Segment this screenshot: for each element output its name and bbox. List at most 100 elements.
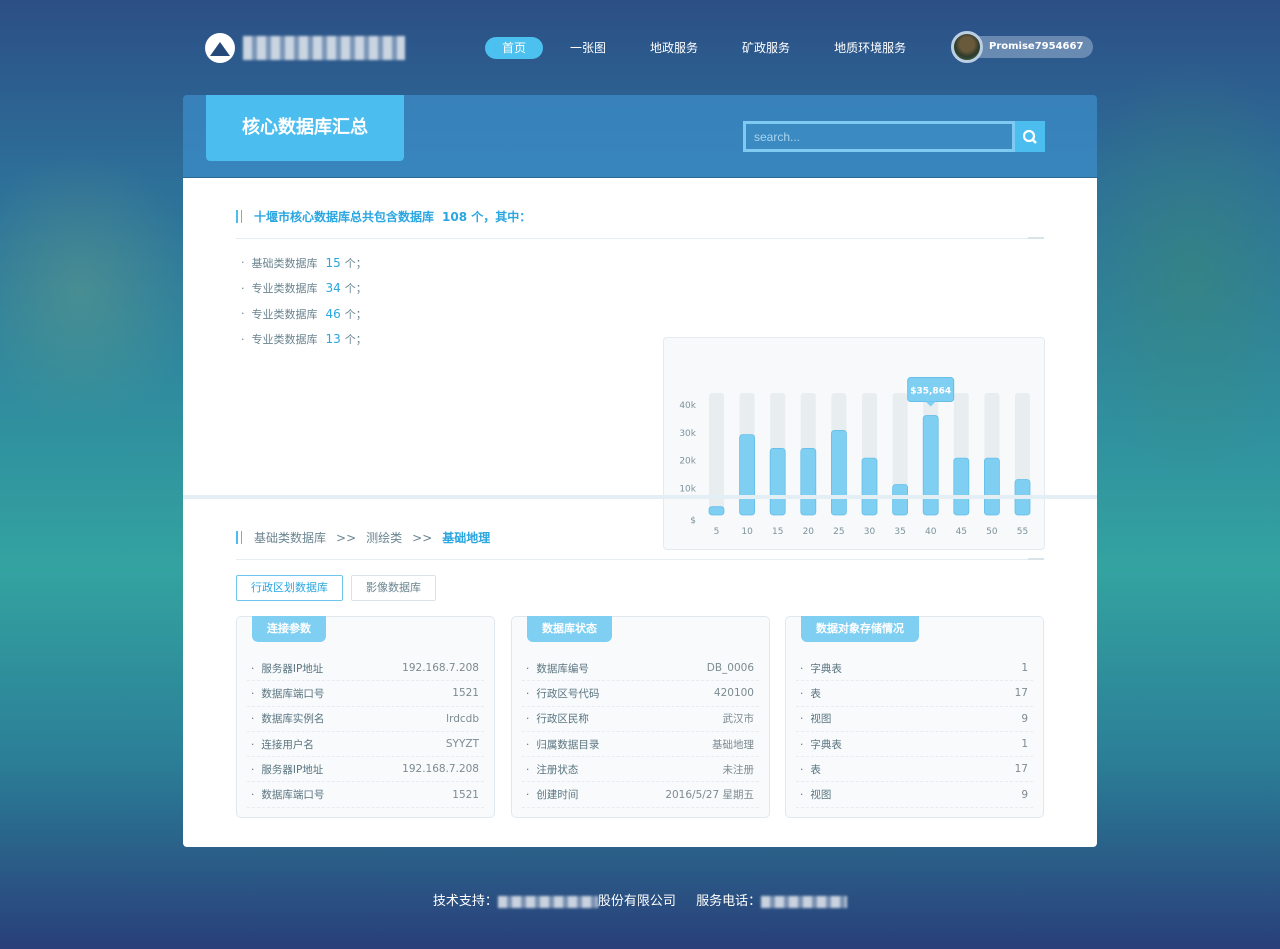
row-value: 9 — [1021, 788, 1028, 801]
card-row: 注册状态 未注册 — [522, 757, 759, 783]
phone-label: 服务电话： — [696, 894, 762, 909]
info-card: 连接参数服务器IP地址 192.168.7.208 数据库端口号 1521 数据库实例名… — [236, 616, 495, 818]
mountain-logo-icon — [205, 33, 235, 63]
y-tick-label: $ — [690, 516, 696, 526]
bar-chart: $10k 20k 30k 40k 5 10 15 20 25 30 35 40 45 50 55 $35,86… — [663, 337, 1045, 550]
row-value: 基础地理 — [712, 738, 754, 751]
divider — [236, 237, 1044, 239]
card-row: 服务器IP地址 192.168.7.208 — [247, 656, 484, 682]
bar[interactable] — [983, 457, 1000, 516]
card-row: 数据库编号 DB_0006 — [522, 656, 759, 682]
row-value: 1 — [1021, 662, 1028, 675]
row-value: DB_0006 — [706, 662, 754, 675]
main-nav: 首页 一张图 地政服务 矿政服务 地质环境服务 — [485, 37, 933, 59]
bar[interactable] — [830, 430, 847, 516]
item-count: 34 — [325, 281, 341, 296]
row-label: 连接用户名 — [251, 737, 314, 752]
x-tick-label: 15 — [772, 527, 783, 537]
bar[interactable] — [769, 448, 786, 516]
user-menu[interactable]: Promise7954667 — [951, 31, 1094, 63]
row-label: 数据库实例名 — [251, 711, 324, 726]
nav-land-service[interactable]: 地政服务 — [650, 41, 699, 55]
avatar[interactable] — [951, 31, 983, 63]
support-suffix: 股份有限公司 — [597, 894, 676, 909]
card-row: 连接用户名 SYYZT — [247, 732, 484, 758]
tab-imagery-db[interactable]: 影像数据库 — [351, 575, 436, 601]
bar[interactable] — [708, 506, 725, 516]
card-row: 归属数据目录 基础地理 — [522, 732, 759, 758]
breadcrumb: 基础类数据库 >> 测绘类 >> 基础地理 — [236, 529, 490, 546]
row-label: 注册状态 — [526, 762, 578, 777]
tooltip-value: $35,864 — [910, 387, 951, 397]
footer: 技术支持： 股份有限公司 服务电话： — [0, 890, 1280, 909]
card-rows: 字典表 1 表 17 视图 9 字典表 1 表 17 视图 9 — [796, 656, 1033, 808]
nav-home[interactable]: 首页 — [485, 37, 544, 59]
item-unit: 个； — [344, 307, 367, 321]
info-card: 数据对象存储情况字典表 1 表 17 视图 9 字典表 1 表 17 视图 9 — [785, 616, 1044, 818]
row-value: 192.168.7.208 — [402, 763, 479, 776]
bar[interactable] — [861, 457, 878, 516]
breadcrumb-item[interactable]: 测绘类 — [366, 531, 403, 545]
list-item: · 基础类数据库 15 个； — [241, 255, 367, 270]
top-bar: 首页 一张图 地政服务 矿政服务 地质环境服务 Promise7954667 — [0, 0, 1280, 95]
search-button[interactable] — [1015, 121, 1045, 152]
breadcrumb-separator: >> — [412, 530, 433, 545]
card-row: 行政区民称 武汉市 — [522, 707, 759, 732]
username[interactable]: Promise7954667 — [975, 36, 1094, 58]
card-row: 字典表 1 — [796, 732, 1033, 758]
card-row: 创建时间 2016/5/27 星期五 — [522, 782, 759, 808]
search-box — [743, 121, 1045, 152]
breadcrumb-separator: >> — [336, 530, 357, 545]
main-panel: 核心数据库汇总 十堰市核心数据库总共包含数据库 108 个，其中： · 基础类数… — [183, 95, 1097, 847]
x-tick-label: 25 — [833, 527, 844, 537]
row-value: 17 — [1014, 687, 1028, 700]
item-count: 46 — [325, 306, 341, 321]
row-value: 1 — [1021, 738, 1028, 751]
tooltip-pointer — [925, 401, 936, 407]
db-tabs: 行政区划数据库 影像数据库 — [236, 575, 436, 601]
heading-marker-icon — [236, 210, 242, 223]
card-row: 视图 9 — [796, 782, 1033, 808]
y-tick-label: 30k — [679, 429, 696, 439]
row-value: 17 — [1014, 763, 1028, 776]
item-label: 基础类数据库 — [251, 256, 318, 270]
y-tick-label: 10k — [679, 484, 696, 494]
item-count: 15 — [325, 255, 341, 270]
bar[interactable] — [800, 448, 817, 516]
tab-admin-division-db[interactable]: 行政区划数据库 — [236, 575, 343, 601]
card-row: 表 17 — [796, 681, 1033, 707]
row-label: 行政区号代码 — [526, 686, 599, 701]
row-value: 192.168.7.208 — [402, 662, 479, 675]
row-value: lrdcdb — [446, 712, 479, 725]
row-value: 2016/5/27 星期五 — [665, 789, 754, 802]
x-tick-label: 50 — [986, 527, 998, 537]
logo-text-blurred — [243, 36, 405, 60]
row-label: 表 — [800, 762, 821, 777]
row-label: 字典表 — [800, 737, 842, 752]
bar[interactable] — [922, 415, 939, 516]
row-label: 服务器IP地址 — [251, 661, 323, 676]
row-value: 1521 — [452, 687, 479, 700]
row-value: 420100 — [713, 687, 754, 700]
card-rows: 服务器IP地址 192.168.7.208 数据库端口号 1521 数据库实例名 lrdc… — [247, 656, 484, 808]
nav-geo-env-service[interactable]: 地质环境服务 — [834, 41, 907, 55]
breadcrumb-item[interactable]: 基础类数据库 — [254, 531, 327, 545]
nav-mining-service[interactable]: 矿政服务 — [742, 41, 791, 55]
summary-prefix: 十堰市核心数据库总共包含数据库 — [254, 210, 435, 224]
row-label: 归属数据目录 — [526, 737, 599, 752]
row-label: 视图 — [800, 787, 831, 802]
panel-body: 十堰市核心数据库总共包含数据库 108 个，其中： · 基础类数据库 15 个； ·… — [183, 178, 1097, 847]
y-tick-label: 40k — [679, 401, 696, 411]
nav-map[interactable]: 一张图 — [570, 41, 607, 55]
y-tick-label: 20k — [679, 457, 696, 467]
row-value: 9 — [1021, 712, 1028, 725]
search-input[interactable] — [743, 121, 1015, 152]
row-label: 数据库端口号 — [251, 686, 324, 701]
bar[interactable] — [892, 484, 909, 516]
bar[interactable] — [953, 457, 970, 516]
bar[interactable] — [739, 434, 755, 516]
logo[interactable] — [205, 33, 405, 63]
card-row: 行政区号代码 420100 — [522, 681, 759, 707]
x-tick-label: 45 — [956, 527, 967, 537]
row-value: 未注册 — [722, 763, 755, 776]
